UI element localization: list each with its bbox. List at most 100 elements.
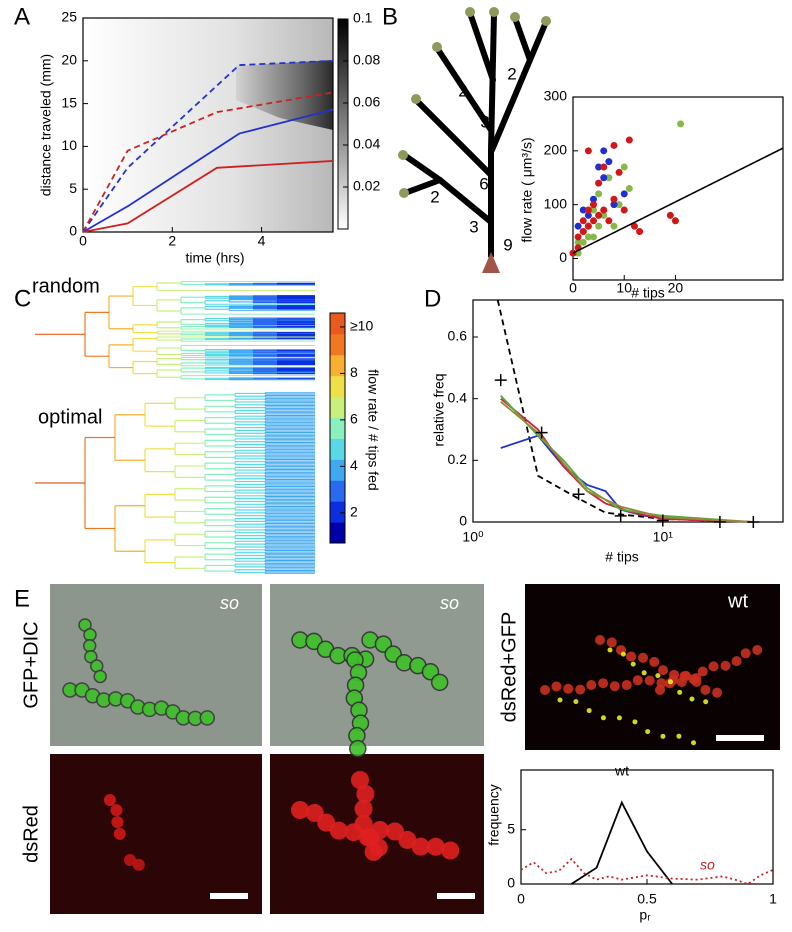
colorbar-tick-label: 6	[350, 411, 358, 427]
cell	[621, 680, 632, 691]
series-line	[496, 299, 754, 523]
cell	[712, 687, 723, 698]
cell	[349, 739, 367, 758]
tree-tips	[398, 7, 551, 198]
panel-label: A	[14, 3, 30, 30]
scatter-point	[615, 168, 623, 176]
x-tick-label: 20	[668, 280, 684, 296]
x-tick-label: 4	[258, 233, 266, 249]
cell	[630, 661, 636, 667]
y-tick-label: 10	[61, 137, 77, 153]
cell	[649, 656, 660, 667]
panel-label: D	[424, 285, 441, 312]
cell	[607, 647, 613, 653]
cell	[616, 715, 622, 721]
scatter-point	[589, 206, 597, 214]
x-axis-label: # tips	[631, 285, 664, 301]
colorbar-tick-label: 2	[350, 504, 358, 520]
cell	[354, 814, 373, 833]
colorbar-tick-label: 0.02	[353, 178, 380, 194]
scatter-point	[600, 147, 608, 155]
colorbar	[337, 18, 349, 230]
cell	[291, 801, 309, 819]
scale-bar	[210, 893, 248, 899]
cell	[660, 733, 666, 739]
series-annotation: wt	[614, 763, 629, 779]
tree-label: 3	[480, 112, 489, 131]
series-line	[82, 91, 334, 233]
y-tick-label: 0.4	[448, 389, 468, 405]
plus-marker	[747, 516, 760, 528]
y-tick-label: 15	[61, 94, 77, 110]
scatter-point	[595, 211, 603, 219]
y-axis-label: flow rate ( μm³/s)	[519, 137, 535, 242]
panel-label: C	[14, 285, 31, 312]
scatter-point	[630, 222, 638, 230]
x-tick-label: 10¹	[653, 529, 674, 545]
series-line	[570, 800, 673, 885]
cell	[586, 679, 597, 690]
colorbar-cell	[330, 438, 345, 460]
cell	[655, 685, 665, 695]
scatter-point	[610, 195, 618, 203]
tree-label: 2	[507, 64, 516, 83]
y-tick-label: 5	[69, 180, 77, 196]
micrograph	[525, 584, 780, 750]
scatter-point	[625, 185, 633, 192]
plus-marker	[494, 374, 507, 387]
y-tick-label: 300	[544, 88, 568, 104]
scatter-point	[584, 147, 592, 155]
plus-marker	[572, 488, 585, 501]
scatter-point	[589, 217, 597, 225]
micrograph	[270, 584, 484, 746]
series-line	[520, 857, 774, 885]
series-line	[82, 59, 334, 233]
scatter-point	[574, 222, 582, 230]
heatmap	[83, 18, 333, 232]
cell	[689, 696, 695, 702]
row-label: GFP+DIC	[20, 621, 42, 708]
x-axis-label: pᵣ	[639, 907, 651, 923]
scatter-point	[584, 211, 592, 219]
scatter-point	[579, 228, 587, 236]
cell	[93, 669, 107, 684]
y-tick-label: 0	[559, 249, 567, 265]
y-axis-label: frequency	[486, 784, 502, 845]
colorbar-tick-label: 0.08	[353, 52, 380, 68]
scatter-point	[677, 120, 685, 128]
x-axis-label: time (hrs)	[185, 250, 244, 266]
cell	[364, 842, 383, 861]
cell	[667, 679, 673, 685]
cell	[563, 683, 574, 694]
scatter-point	[620, 206, 628, 214]
cell	[598, 678, 609, 689]
colorbar-cell	[330, 480, 345, 502]
colorbar-cell	[330, 417, 345, 439]
cell	[720, 660, 731, 671]
cell	[609, 681, 620, 692]
cell	[540, 685, 550, 695]
cell	[688, 674, 699, 685]
cell	[641, 670, 647, 676]
colorbar-tick-label: ≥10	[350, 318, 373, 334]
x-tick-label: 0	[517, 891, 525, 907]
cell	[669, 669, 680, 680]
x-tick-label: 10⁰	[462, 529, 484, 545]
dendrogram	[35, 281, 315, 574]
cell	[132, 858, 145, 871]
scatter-point	[579, 206, 587, 214]
inset-bg	[573, 97, 783, 280]
cell	[606, 637, 617, 648]
scatter-point	[600, 211, 608, 219]
scatter-point	[600, 163, 608, 171]
cell	[441, 841, 460, 860]
heatmap-dense	[236, 60, 333, 130]
plot-frame	[572, 96, 784, 281]
y-tick-label: 200	[544, 142, 568, 158]
cell	[82, 639, 97, 653]
cell	[700, 684, 711, 695]
scatter-point	[610, 201, 618, 209]
cell	[586, 708, 592, 714]
cell	[351, 771, 369, 789]
scatter-point	[671, 217, 679, 225]
